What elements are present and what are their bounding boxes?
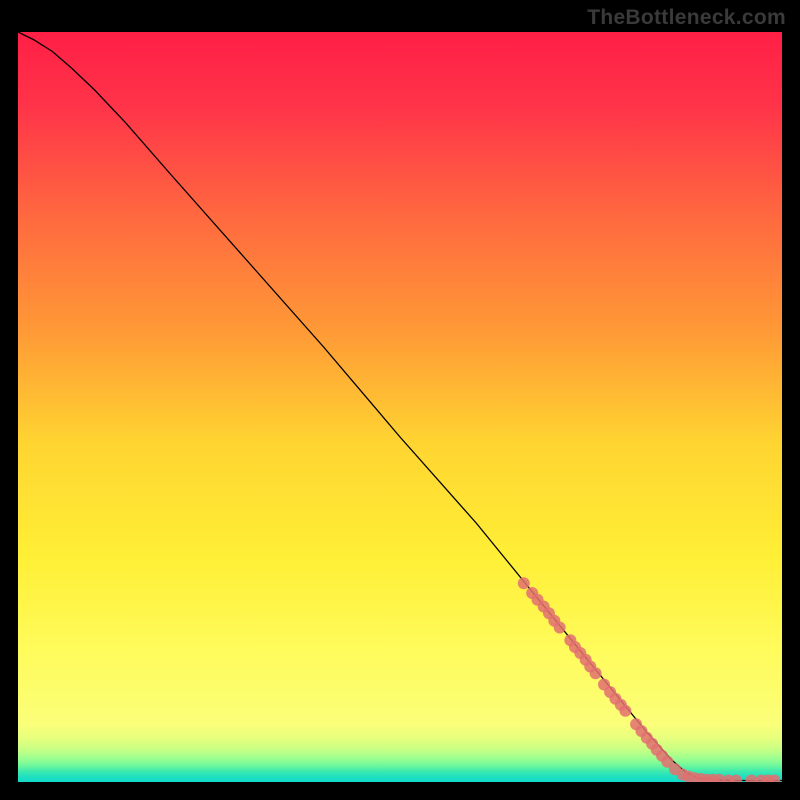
scatter-point [619,705,631,717]
chart-background [18,32,782,782]
scatter-point [554,622,566,634]
chart-plot-area [18,32,782,782]
watermark-text: TheBottleneck.com [587,6,786,30]
scatter-point [518,577,530,589]
chart-svg [18,32,782,782]
scatter-point [590,667,602,679]
